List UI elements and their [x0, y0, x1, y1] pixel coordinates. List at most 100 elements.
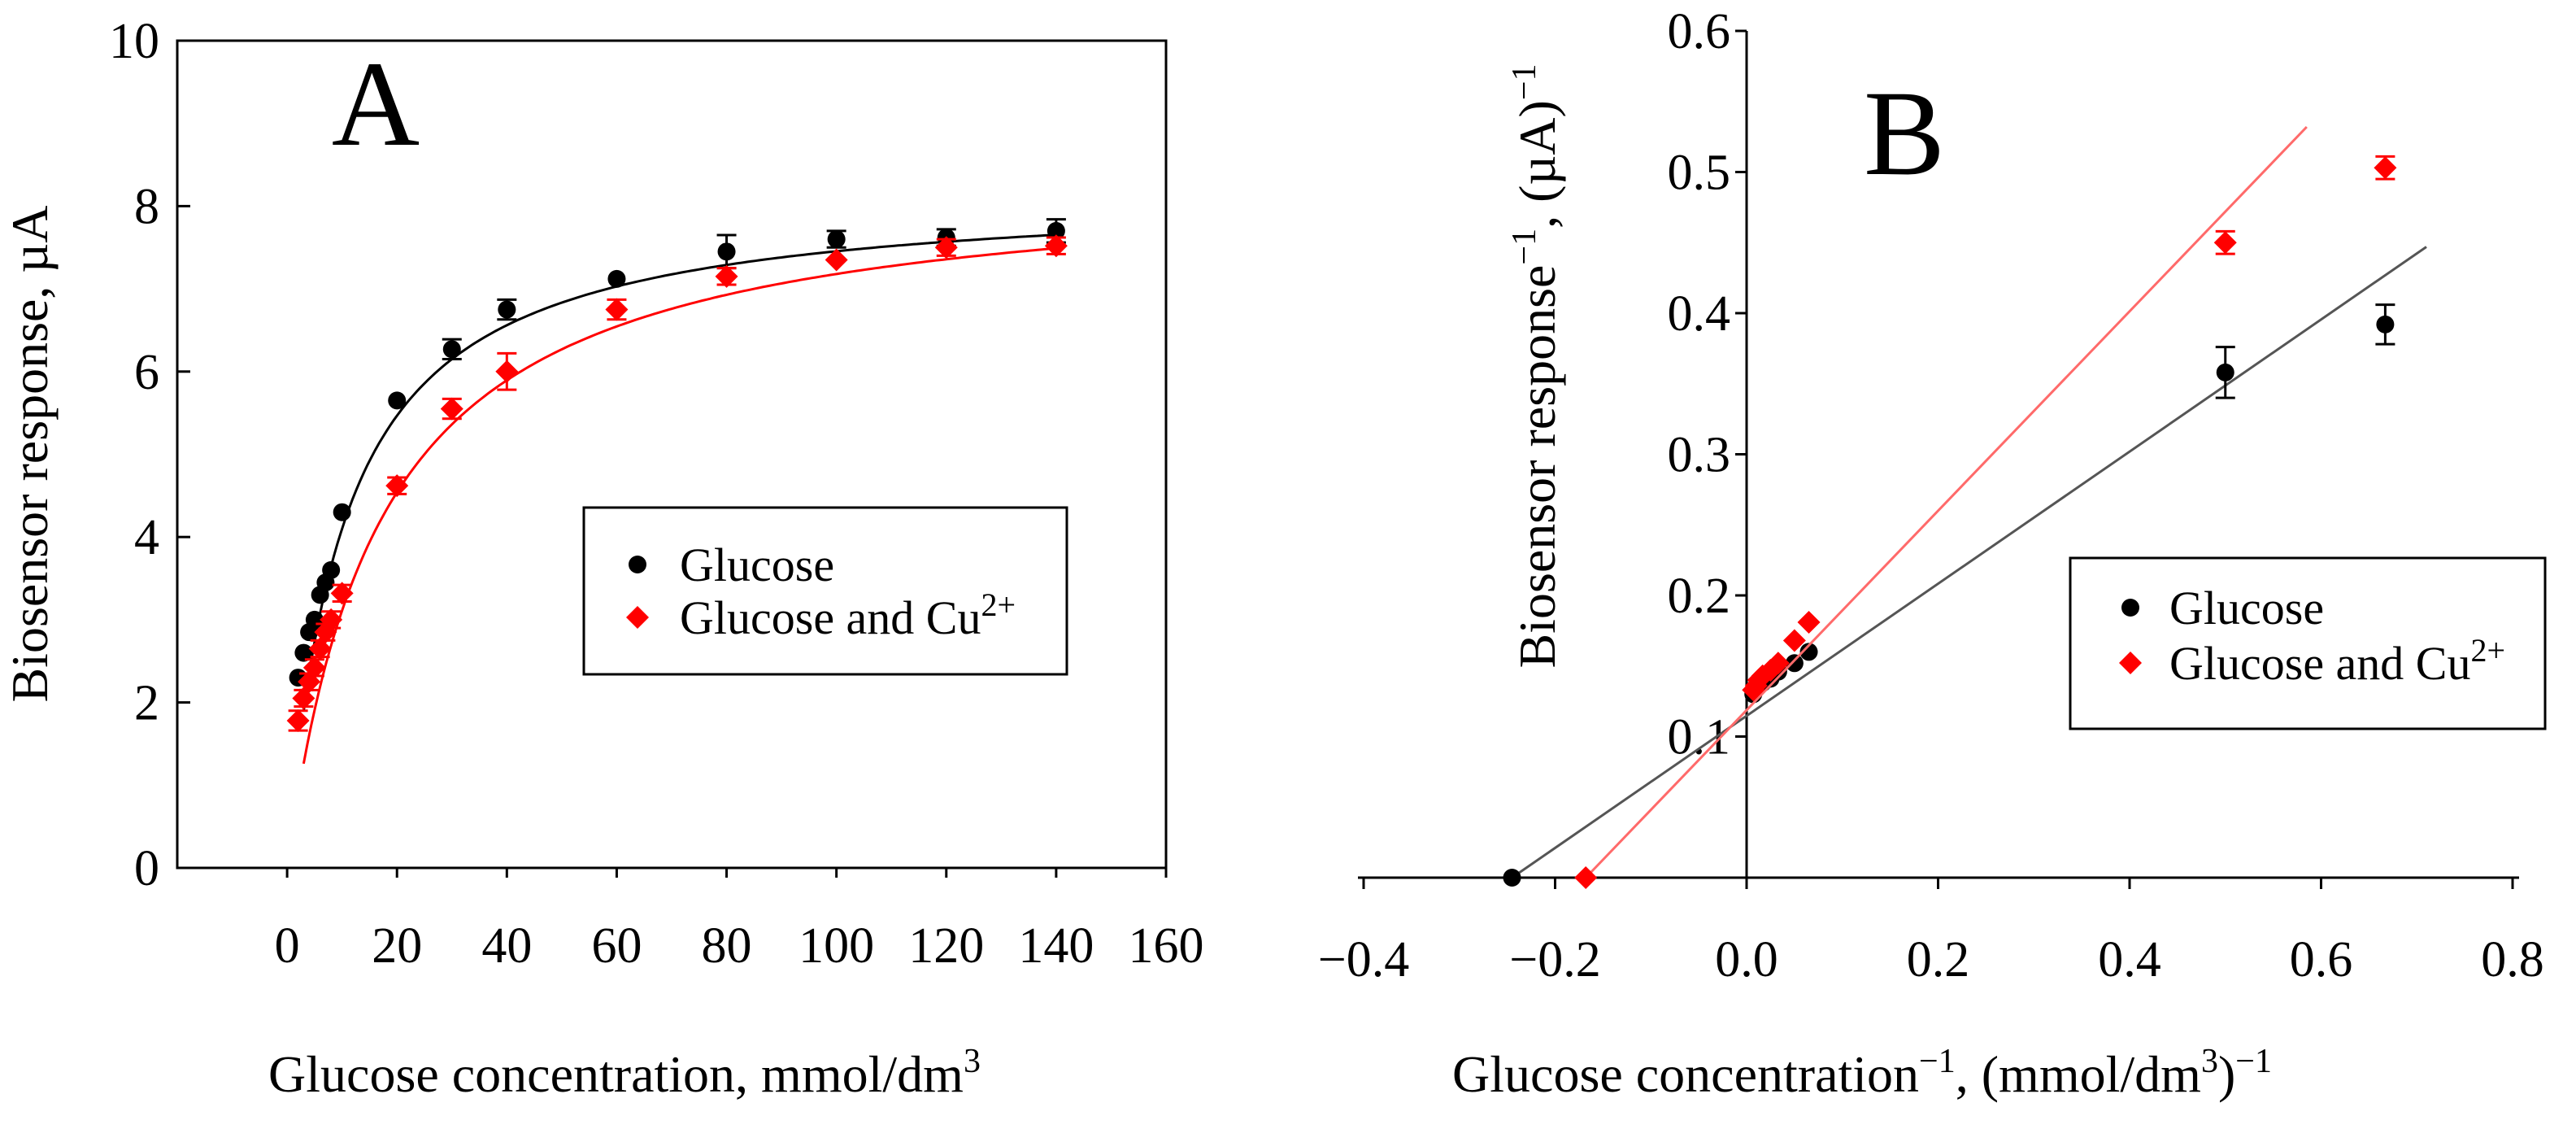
- legend-label-text: Glucose: [680, 538, 834, 591]
- x-axis-label-text: Glucose concentration: [1452, 1045, 1919, 1103]
- data-point: [2216, 363, 2234, 381]
- x-tick-label: 140: [1018, 918, 1094, 974]
- legend-marker: [626, 606, 649, 629]
- data-point: [333, 503, 351, 521]
- data-point: [302, 656, 326, 679]
- regression-line: [1511, 246, 2427, 879]
- y-tick-label: 4: [134, 510, 159, 565]
- y-tick-label: 0: [134, 841, 159, 896]
- legend-marker: [2119, 652, 2142, 674]
- x-axis-label-superscript: 3: [2201, 1043, 2218, 1080]
- data-point: [498, 300, 516, 319]
- x-axis-label-superscript: 3: [964, 1043, 981, 1080]
- data-point: [322, 560, 341, 579]
- y-tick-label: 0.3: [1668, 428, 1731, 483]
- data-point: [1044, 234, 1068, 258]
- x-tick-label: 0.6: [2290, 932, 2353, 987]
- plot-area-frame: [176, 39, 1168, 870]
- data-point: [1574, 866, 1598, 889]
- series-glucose-cu: [1574, 125, 2397, 889]
- y-tick-label: 0.2: [1668, 569, 1731, 624]
- data-point: [1766, 652, 1790, 675]
- data-point: [440, 397, 463, 421]
- x-tick-label: 60: [591, 918, 642, 974]
- x-tick-label: 40: [481, 918, 532, 974]
- y-axis-label-text: Biosensor response: [1508, 265, 1566, 669]
- legend-label-text: Glucose and Cu: [2169, 637, 2471, 690]
- data-point: [2374, 156, 2397, 180]
- y-axis-label: Biosensor response, µA: [1, 205, 59, 702]
- data-point: [2376, 315, 2395, 333]
- legend-label-text: Glucose: [2169, 582, 2324, 634]
- y-tick-label: 8: [134, 179, 159, 234]
- x-tick-label: −0.4: [1318, 932, 1409, 987]
- y-tick-label: 2: [134, 676, 159, 731]
- data-point: [286, 708, 310, 732]
- data-point: [717, 242, 736, 261]
- x-axis-label-text: , (mmol/dm: [1956, 1045, 2201, 1103]
- x-tick-label: 160: [1129, 918, 1204, 974]
- panel-label: B: [1864, 66, 1945, 201]
- x-axis-label-superscript: −1: [2235, 1043, 2272, 1080]
- data-point: [1797, 610, 1821, 634]
- legend-label: Glucose and Cu2+: [2169, 632, 2505, 690]
- data-point: [1799, 643, 1818, 661]
- data-point: [605, 298, 629, 321]
- legend-label: Glucose: [2169, 582, 2324, 634]
- x-tick-label: 0.8: [2481, 932, 2544, 987]
- y-axis-label-text: , (µA): [1508, 100, 1566, 229]
- series-glucose-cu: [286, 234, 1068, 765]
- legend-frame: [582, 506, 1068, 676]
- fit-curve: [302, 233, 1056, 712]
- panel-label: A: [332, 37, 420, 172]
- data-point: [825, 248, 848, 272]
- y-tick-label: 0.6: [1668, 4, 1731, 59]
- y-axis-label-superscript: −1: [1506, 229, 1543, 265]
- legend-label: Glucose: [680, 538, 834, 591]
- data-point: [385, 474, 409, 498]
- legend-label: Glucose and Cu2+: [680, 586, 1016, 644]
- y-axis-label: Biosensor response−1, (µA)−1: [1506, 63, 1566, 668]
- panel-b: −0.4 −0.2 0.0 0.2 0.4 0.6 0.80.10.20.30.40.50.…: [1318, 4, 2547, 1103]
- x-axis-label: Glucose concentration−1, (mmol/dm3)−1: [1452, 1043, 2272, 1103]
- x-tick-label: 100: [798, 918, 874, 974]
- legend-label-superscript: 2+: [2471, 632, 2506, 669]
- x-tick-label: 20: [372, 918, 422, 974]
- data-point: [1046, 221, 1065, 240]
- x-tick-label: 80: [702, 918, 752, 974]
- data-point: [330, 582, 354, 605]
- x-tick-label: 120: [908, 918, 984, 974]
- data-point: [2213, 231, 2237, 255]
- y-tick-label: 6: [134, 345, 159, 400]
- legend-marker: [629, 556, 646, 573]
- legend-marker: [2121, 599, 2139, 617]
- x-axis-label-superscript: −1: [1919, 1043, 1956, 1080]
- x-tick-label: 0.0: [1715, 932, 1778, 987]
- data-point: [1503, 869, 1521, 887]
- x-axis-label-text: Glucose concentration, mmol/dm: [268, 1045, 964, 1103]
- y-tick-label: 0.4: [1668, 286, 1731, 342]
- legend-frame: [2069, 556, 2547, 730]
- legend-label-text: Glucose and Cu: [680, 591, 981, 644]
- data-point: [495, 360, 519, 383]
- y-tick-label: 10: [109, 14, 159, 69]
- data-point: [320, 608, 343, 631]
- x-tick-label: 0.4: [2098, 932, 2161, 987]
- data-point: [607, 269, 626, 288]
- data-point: [294, 643, 313, 662]
- fit-curve: [302, 246, 1057, 765]
- x-tick-label: −0.2: [1509, 932, 1600, 987]
- x-tick-label: 0: [275, 918, 300, 974]
- data-point: [715, 264, 738, 288]
- x-axis-label: Glucose concentration, mmol/dm3: [268, 1043, 981, 1103]
- y-tick-label: 0.5: [1668, 146, 1731, 201]
- data-point: [442, 340, 461, 359]
- y-axis-label-superscript: −1: [1506, 63, 1543, 100]
- x-tick-label: 0.2: [1907, 932, 1970, 987]
- legend-label-superscript: 2+: [981, 586, 1016, 623]
- data-point: [1785, 654, 1804, 673]
